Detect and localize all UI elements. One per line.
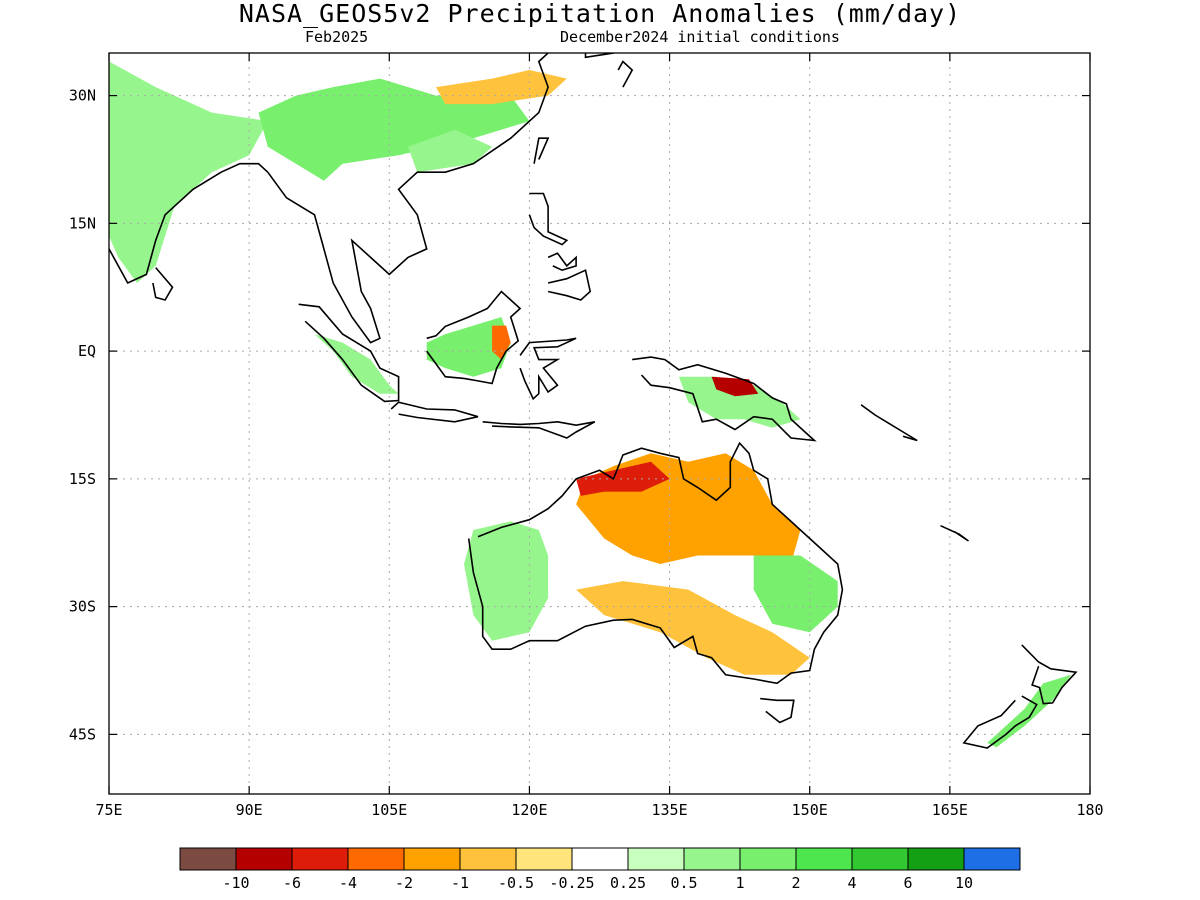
coast-india-coast [109,162,269,285]
colorbar-label: -4 [339,874,357,892]
coast-java [390,401,479,423]
colorbar-swatch [515,847,573,871]
colorbar-swatch [179,847,237,871]
lat-tick-label: 45S [69,725,96,743]
anomaly-new-zealand [987,674,1072,748]
colorbar-swatch [347,847,405,871]
colorbar-label: -0.25 [549,874,594,892]
anomaly-india [109,61,268,283]
lon-tick-label: 75E [95,801,122,819]
anomaly-fields [109,61,1072,748]
lon-tick-label: 135E [652,801,688,819]
colorbar-label: 0.5 [670,874,697,892]
lon-tick-label: 180 [1076,801,1103,819]
colorbar-label: 10 [955,874,973,892]
colorbar-swatch [683,847,741,871]
lat-tick-label: EQ [78,342,96,360]
coast-japan-kyushu [617,60,634,88]
coast-solomon [860,404,918,442]
lon-tick-label: 150E [792,801,828,819]
lat-tick-label: 30S [69,598,96,616]
coast-lesser-sunda [482,420,596,439]
anomaly-new-guinea [678,376,801,428]
colorbar-label: 1 [735,874,744,892]
anomaly-borneo [426,317,511,377]
coast-nz-south [962,695,1038,749]
colorbar-label: -6 [283,874,301,892]
coast-sumatra [298,303,400,403]
coast-philippines-luzon [528,192,569,246]
subtitle-month: Feb2025 [305,28,369,46]
anomaly-east-borneo [492,325,511,360]
lon-tick-label: 90E [236,801,263,819]
colorbar-swatch [571,847,629,871]
coast-philippines-visayas [547,252,577,272]
lat-tick-label: 15N [69,214,96,232]
colorbar-swatch [851,847,909,871]
anomaly-eastern-australia [753,555,838,633]
colorbar-swatch [459,847,517,871]
colorbar-swatch [907,847,965,871]
colorbar-label: 6 [903,874,912,892]
colorbar-swatch [739,847,797,871]
anomaly-kimberley [576,461,670,496]
anomaly-southern-china [408,129,493,173]
colorbar-label: -0.5 [498,874,534,892]
map-frame [108,52,1091,795]
subtitle-initial-conditions: December2024 initial conditions [560,28,840,46]
colorbar-label: -2 [395,874,413,892]
coast-taiwan [533,137,550,164]
colorbar-label: 0.25 [610,874,646,892]
coast-china-north [528,53,530,54]
coastlines [109,53,1078,749]
colorbar-label: -10 [222,874,249,892]
colorbar-swatch [403,847,461,871]
colorbar: -10 -6 -4 -2 -1 -0.5 -0.25 0.25 0.5 1 2 4 6 10 [179,847,1021,892]
colorbar-label: -1 [451,874,469,892]
lon-tick-label: 105E [371,801,407,819]
anomaly-central-china [436,70,567,105]
coast-borneo [426,290,522,385]
coast-vanuatu-nc [940,524,969,542]
colorbar-swatch [963,847,1021,871]
lon-tick-label: 120E [511,801,547,819]
lat-tick-label: 15S [69,470,96,488]
anomaly-western-australia [464,521,549,641]
coast-australia [467,441,844,685]
anomaly-southeast-australia [576,581,810,675]
colorbar-swatch [627,847,685,871]
chart-title: NASA_GEOS5v2 Precipitation Anomalies (mm… [238,0,962,28]
anomaly-himalaya-tibet [258,78,530,181]
colorbar-label: 4 [847,874,856,892]
colorbar-swatch [795,847,853,871]
coast-tasmania [760,697,795,724]
axis-ticks: 75E 90E 105E 120E 135E 150E 165E 180 30N 15N EQ 15S… [69,53,1104,819]
lon-tick-label: 165E [932,801,968,819]
map-background [109,53,1090,794]
coast-indochina-coast [267,53,549,344]
colorbar-swatch [235,847,293,871]
coast-nz-north [1021,644,1078,705]
colorbar-swatch [291,847,349,871]
lat-tick-label: 30N [69,87,96,105]
coast-korea-coast [584,53,615,59]
coast-philippines-mindanao [547,269,592,301]
coast-sulawesi [519,337,577,401]
coast-new-guinea [632,356,817,442]
coast-sri-lanka [152,267,174,301]
colorbar-label: 2 [791,874,800,892]
